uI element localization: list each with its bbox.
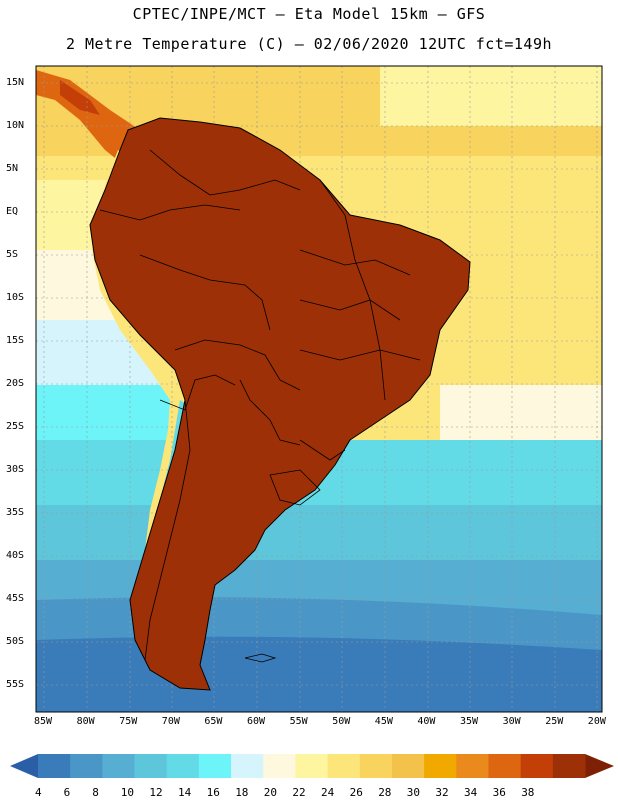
colorbar-tick-label: 36 (492, 786, 506, 799)
lon-label: 55W (289, 716, 308, 727)
lat-label: 5N (6, 163, 19, 174)
colorbar-tick-label: 34 (464, 786, 478, 799)
lat-label: 10S (6, 292, 25, 303)
colorbar-swatch (38, 754, 71, 778)
lat-label: 5S (6, 249, 19, 260)
colorbar-swatch (488, 754, 522, 778)
colorbar-swatch (231, 754, 264, 778)
colorbar-swatch (520, 754, 554, 778)
lat-label: 30S (6, 464, 25, 475)
lon-label: 70W (161, 716, 180, 727)
colorbar-tick-label: 24 (321, 786, 335, 799)
lat-label: 20S (6, 378, 25, 389)
colorbar-swatch (295, 754, 329, 778)
colorbar-swatch (552, 754, 586, 778)
colorbar (10, 754, 614, 778)
title-line-2: 2 Metre Temperature (C) – 02/06/2020 12U… (65, 35, 553, 53)
colorbar-swatch (102, 754, 136, 778)
colorbar-swatch (456, 754, 489, 778)
lon-label: 30W (502, 716, 521, 727)
colorbar-tick-label: 30 (406, 786, 421, 799)
colorbar-tick-label: 16 (206, 786, 220, 799)
colorbar-tick-label: 18 (235, 786, 249, 799)
lon-label: 60W (247, 716, 266, 727)
colorbar-swatch (327, 754, 361, 778)
lat-label: 25S (6, 421, 25, 432)
colorbar-swatch (359, 754, 393, 778)
colorbar-swatch (198, 754, 232, 778)
lat-label: 10N (6, 120, 25, 131)
lat-label: 35S (6, 507, 25, 518)
lon-label: 80W (76, 716, 95, 727)
andes-ridge (92, 150, 185, 550)
lat-label: 45S (6, 593, 25, 604)
colorbar-tick-label: 22 (292, 786, 306, 799)
lon-label: 25W (545, 716, 564, 727)
gridlines (36, 66, 602, 712)
colorbar-tick-label: 32 (435, 786, 449, 799)
falkland-islands (244, 653, 277, 663)
lon-label: 35W (460, 716, 479, 727)
lon-label: 65W (204, 716, 223, 727)
lon-label: 75W (119, 716, 138, 727)
colorbar-tick-label: 38 (521, 786, 535, 799)
lat-label: 40S (6, 550, 25, 561)
colorbar-tick-label: 20 (263, 786, 278, 799)
colorbar-swatch (391, 754, 425, 778)
colorbar-tick-label: 12 (149, 786, 163, 799)
lat-label: 15S (6, 335, 25, 346)
lon-label: 20W (587, 716, 606, 727)
colorbar-swatch (424, 754, 457, 778)
colorbar-tick-label: 4 (35, 786, 42, 799)
colorbar-tick-label: 10 (120, 786, 135, 799)
title-line-1: CPTEC/INPE/MCT – Eta Model 15km – GFS (132, 5, 486, 23)
colorbar-swatch (263, 754, 296, 778)
lon-label: 45W (374, 716, 393, 727)
colorbar-swatch (70, 754, 103, 778)
lon-label: 85W (34, 716, 53, 727)
colorbar-tick-label: 14 (178, 786, 192, 799)
colorbar-tick-label: 26 (349, 786, 363, 799)
lon-label: 50W (332, 716, 351, 727)
colorbar-tick-label: 6 (63, 786, 71, 799)
lat-label: EQ (6, 206, 19, 217)
country-borders (99, 149, 421, 661)
ocean-band-southern (36, 635, 602, 712)
lat-label: 15N (6, 77, 25, 88)
colorbar-swatch (134, 754, 168, 778)
lon-label: 40W (417, 716, 436, 727)
colorbar-tick-label: 28 (378, 786, 392, 799)
colorbar-tick-label: 8 (92, 786, 99, 799)
lat-label: 50S (6, 636, 25, 647)
colorbar-swatch (166, 754, 200, 778)
map-frame (35, 65, 603, 713)
temperature-field (36, 66, 602, 712)
lat-label: 55S (6, 679, 25, 690)
